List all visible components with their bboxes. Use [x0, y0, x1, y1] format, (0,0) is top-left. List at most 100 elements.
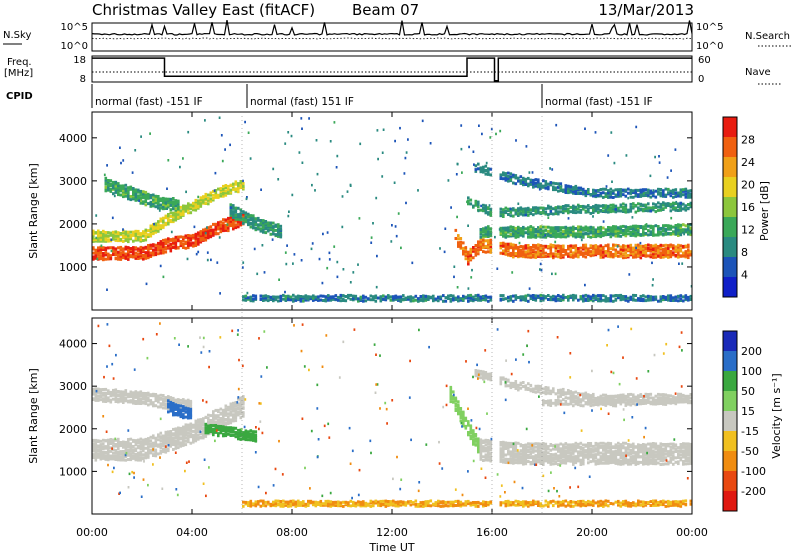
heatmap-cell: [567, 244, 570, 248]
heatmap-cell: [169, 430, 173, 433]
heatmap-cell: [554, 248, 558, 252]
ytick-label: 3000: [59, 175, 87, 188]
heatmap-cell: [374, 296, 378, 300]
heatmap-cell: [174, 444, 178, 448]
heatmap-cell: [92, 456, 95, 459]
heatmap-cell: [564, 442, 568, 446]
heatmap-cell: [194, 421, 198, 425]
heatmap-cell: [449, 395, 453, 399]
heatmap-cell: [102, 239, 105, 243]
heatmap-cell: [127, 230, 130, 234]
heatmap-cell: [477, 167, 480, 171]
heatmap-cell: [262, 226, 265, 229]
heatmap-cell: [147, 251, 150, 254]
heatmap-cell: [551, 272, 553, 276]
heatmap-cell: [569, 190, 573, 194]
heatmap-cell: [552, 181, 555, 185]
heatmap-cell: [162, 402, 165, 406]
heatmap-cell: [599, 188, 603, 191]
heatmap-cell: [607, 233, 610, 236]
heatmap-cell: [652, 244, 655, 248]
heatmap-cell: [179, 426, 183, 430]
heatmap-cell: [457, 295, 460, 299]
heatmap-cell: [119, 450, 123, 454]
heatmap-cell: [669, 209, 673, 213]
heatmap-cell: [624, 225, 628, 229]
heatmap-cell: [124, 458, 128, 462]
heatmap-cell: [662, 247, 665, 251]
heatmap-cell: [489, 227, 493, 231]
heatmap-cell: [449, 299, 453, 303]
heatmap-cell: [453, 275, 455, 279]
heatmap-cell: [449, 400, 453, 404]
heatmap-cell: [504, 209, 508, 213]
heatmap-cell: [522, 207, 525, 211]
heatmap-cell: [157, 220, 160, 224]
heatmap-cell: [199, 420, 203, 424]
heatmap-cell: [584, 127, 586, 130]
heatmap-cell: [114, 448, 118, 452]
heatmap-cell: [567, 451, 570, 455]
heatmap-cell: [382, 294, 385, 298]
heatmap-cell: [577, 228, 580, 232]
heatmap-cell: [514, 296, 518, 300]
heatmap-cell: [634, 248, 638, 251]
heatmap-cell: [619, 231, 623, 235]
heatmap-cell: [477, 296, 480, 300]
heatmap-cell: [324, 299, 328, 303]
heatmap-cell: [599, 441, 603, 445]
heatmap-cell: [210, 258, 212, 262]
heatmap-cell: [547, 233, 550, 237]
heatmap-cell: [679, 188, 683, 192]
heatmap-cell: [654, 246, 658, 250]
heatmap-cell: [333, 121, 336, 124]
heatmap-cell: [512, 234, 515, 238]
heatmap-cell: [119, 397, 123, 401]
heatmap-cell: [579, 441, 583, 445]
heatmap-cell: [457, 410, 460, 414]
heatmap-cell: [94, 394, 98, 398]
heatmap-cell: [134, 395, 138, 399]
heatmap-cell: [102, 399, 105, 403]
heatmap-cell: [611, 180, 613, 183]
heatmap-cell: [534, 228, 538, 231]
heatmap-cell: [394, 294, 398, 298]
heatmap-cell: [127, 458, 130, 461]
heatmap-cell: [204, 434, 208, 438]
heatmap-cell: [132, 196, 135, 200]
heatmap-cell: [489, 241, 493, 245]
heatmap-cell: [204, 192, 208, 196]
heatmap-cell: [522, 232, 525, 235]
heatmap-cell: [335, 166, 338, 169]
heatmap-cell: [259, 297, 263, 301]
heatmap-cell: [594, 189, 598, 193]
heatmap-cell: [629, 246, 633, 250]
heatmap-cell: [149, 246, 153, 250]
heatmap-cell: [502, 450, 505, 454]
heatmap-cell: [417, 297, 420, 301]
heatmap-cell: [377, 296, 380, 300]
heatmap-cell: [597, 234, 600, 238]
heatmap-cell: [142, 230, 145, 234]
heatmap-cell: [632, 233, 635, 237]
heatmap-cell: [124, 247, 128, 251]
heatmap-cell: [624, 460, 628, 464]
heatmap-cell: [472, 440, 475, 444]
heatmap-cell: [537, 442, 540, 446]
heatmap-cell: [109, 438, 113, 441]
heatmap-cell: [169, 199, 173, 203]
heatmap-cell: [167, 430, 170, 434]
heatmap-cell: [607, 227, 610, 231]
heatmap-cell: [684, 192, 688, 196]
heatmap-cell: [177, 412, 180, 416]
heatmap-cell: [229, 183, 233, 187]
heatmap-cell: [219, 417, 223, 420]
heatmap-cell: [227, 226, 230, 230]
heatmap-cell: [622, 451, 625, 455]
heatmap-cell: [624, 248, 628, 252]
heatmap-cell: [649, 450, 653, 454]
heatmap-cell: [569, 244, 573, 248]
heatmap-cell: [527, 442, 530, 446]
heatmap-cell: [689, 193, 693, 196]
heatmap-cell: [679, 226, 683, 229]
